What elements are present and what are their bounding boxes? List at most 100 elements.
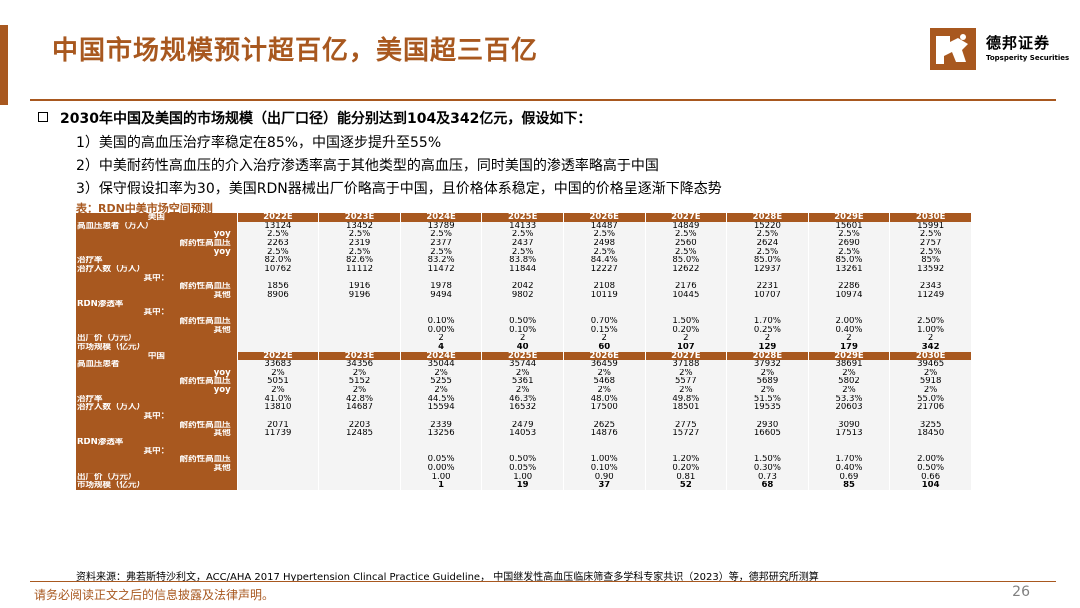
page-number: 26 <box>1012 584 1030 600</box>
table-cell: 2071 <box>237 420 320 430</box>
table-cell: 1.70% <box>808 455 891 465</box>
logo-name-en: Topsperity Securities <box>986 54 1070 62</box>
table-cell: 2% <box>237 386 320 395</box>
table-cell: 0.05% <box>400 455 483 465</box>
table-cell: 13452 <box>318 221 401 231</box>
table-cell <box>481 308 564 317</box>
table-cell: 2.5% <box>400 230 483 239</box>
table-cell <box>481 273 564 283</box>
table-cell: 55.0% <box>889 394 972 404</box>
table-cell: 14849 <box>645 221 728 231</box>
table-cell <box>889 412 972 421</box>
logo-name-cn: 德邦证券 <box>986 34 1051 52</box>
table-cell: 11844 <box>481 264 564 274</box>
table-cell <box>481 299 564 309</box>
table-cell: 129 <box>726 342 809 352</box>
table-row: 出厂价（万元） 2 2 2 2 2 2 2 <box>76 334 972 343</box>
table-cell <box>889 299 972 309</box>
table-cell: 3090 <box>808 420 891 430</box>
table-cell: 1 <box>400 481 483 490</box>
table-cell: 3255 <box>889 420 972 430</box>
table-cell: 2263 <box>237 238 320 248</box>
table-row: 其中： <box>76 273 972 283</box>
row-label: 治疗人数（万人） <box>76 403 238 413</box>
table-cell: 2560 <box>645 238 728 248</box>
table-cell <box>237 325 320 335</box>
table-cell <box>237 334 320 343</box>
table-cell: 2% <box>645 368 728 378</box>
table-cell: 2 <box>808 334 891 343</box>
row-label: yoy <box>76 386 238 395</box>
table-cell: 13261 <box>808 264 891 274</box>
table-cell: 39465 <box>889 360 972 369</box>
table-header-row: 美国 2022E 2023E 2024E 2025E 2026E 2027E 2028E 202… <box>76 213 972 222</box>
table-cell: 2026E <box>563 351 646 361</box>
row-label: 耐药性高血压 <box>76 455 238 465</box>
table-cell: 1.00% <box>889 325 972 335</box>
table-cell: 15601 <box>808 221 891 231</box>
table-cell: 15220 <box>726 221 809 231</box>
table-cell: 0.15% <box>563 325 646 335</box>
table-cell: 9494 <box>400 290 483 300</box>
row-label: 耐药性高血压 <box>76 420 238 430</box>
table-cell: 2.5% <box>237 230 320 239</box>
table-cell: 179 <box>808 342 891 352</box>
table-cell: 0.05% <box>481 464 564 473</box>
table-cell: 10119 <box>563 290 646 300</box>
table-cell: 2176 <box>645 282 728 291</box>
table-cell: 5468 <box>563 377 646 387</box>
table-cell: 0.69 <box>808 472 891 482</box>
table-cell <box>563 308 646 317</box>
table-cell: 15727 <box>645 429 728 439</box>
table-cell <box>400 308 483 317</box>
table-row: RDN渗透率 <box>76 438 972 447</box>
table-row: 治疗人数（万人） 10762 11112 11472 11844 12227 12622 12… <box>76 264 972 274</box>
table-cell: 60 <box>563 342 646 352</box>
table-cell: 85.0% <box>808 256 891 265</box>
table-cell: 2029E <box>808 351 891 361</box>
table-cell: 2 <box>889 334 972 343</box>
table-cell: 15594 <box>400 403 483 413</box>
row-label: 耐药性高血压 <box>76 282 238 291</box>
table-cell: 53.3% <box>808 394 891 404</box>
row-label: 治疗率 <box>76 256 238 265</box>
table-cell: 2% <box>889 368 972 378</box>
table-cell: 36459 <box>563 360 646 369</box>
table-cell: 0.73 <box>726 472 809 482</box>
table-cell <box>808 438 891 447</box>
table-row: 治疗人数（万人） 13810 14687 15594 16532 17500 18501 19… <box>76 403 972 413</box>
table-cell: 2.5% <box>889 230 972 239</box>
table-cell <box>645 308 728 317</box>
table-cell: 2.5% <box>563 230 646 239</box>
table-cell: 35044 <box>400 360 483 369</box>
table-cell: 8906 <box>237 290 320 300</box>
table-cell: 11739 <box>237 429 320 439</box>
table-cell: 13810 <box>237 403 320 413</box>
table-row: 其中： <box>76 412 972 421</box>
table-cell: 2437 <box>481 238 564 248</box>
table-cell: 2030E <box>889 213 972 222</box>
table-cell <box>237 455 320 465</box>
table-cell: 2% <box>889 386 972 395</box>
table-cell <box>237 464 320 473</box>
table-cell: 14487 <box>563 221 646 231</box>
table-row: 高血压患者 33683 34356 35044 35744 36459 37188 37932… <box>76 360 972 369</box>
row-label: 市场规模（亿元） <box>76 342 238 352</box>
table-cell <box>400 412 483 421</box>
row-label: 市场规模（亿元） <box>76 481 238 490</box>
table-cell: 2025E <box>481 351 564 361</box>
row-label: 高血压患者（万人） <box>76 221 238 231</box>
table-cell: 2339 <box>400 420 483 430</box>
table-cell: 1.20% <box>645 455 728 465</box>
table-cell: 2.5% <box>400 247 483 257</box>
table-cell <box>237 273 320 283</box>
table-cell <box>318 342 401 352</box>
table-row: 治疗率 41.0% 42.8% 44.5% 46.3% 48.0% 49.8% 51.5% 53… <box>76 394 972 404</box>
table-cell: 2690 <box>808 238 891 248</box>
table-cell: 2.5% <box>726 230 809 239</box>
table-cell: 104 <box>889 481 972 490</box>
table-cell: 17513 <box>808 429 891 439</box>
row-label: yoy <box>76 368 238 378</box>
table-cell: 18501 <box>645 403 728 413</box>
table-cell: 2 <box>563 334 646 343</box>
